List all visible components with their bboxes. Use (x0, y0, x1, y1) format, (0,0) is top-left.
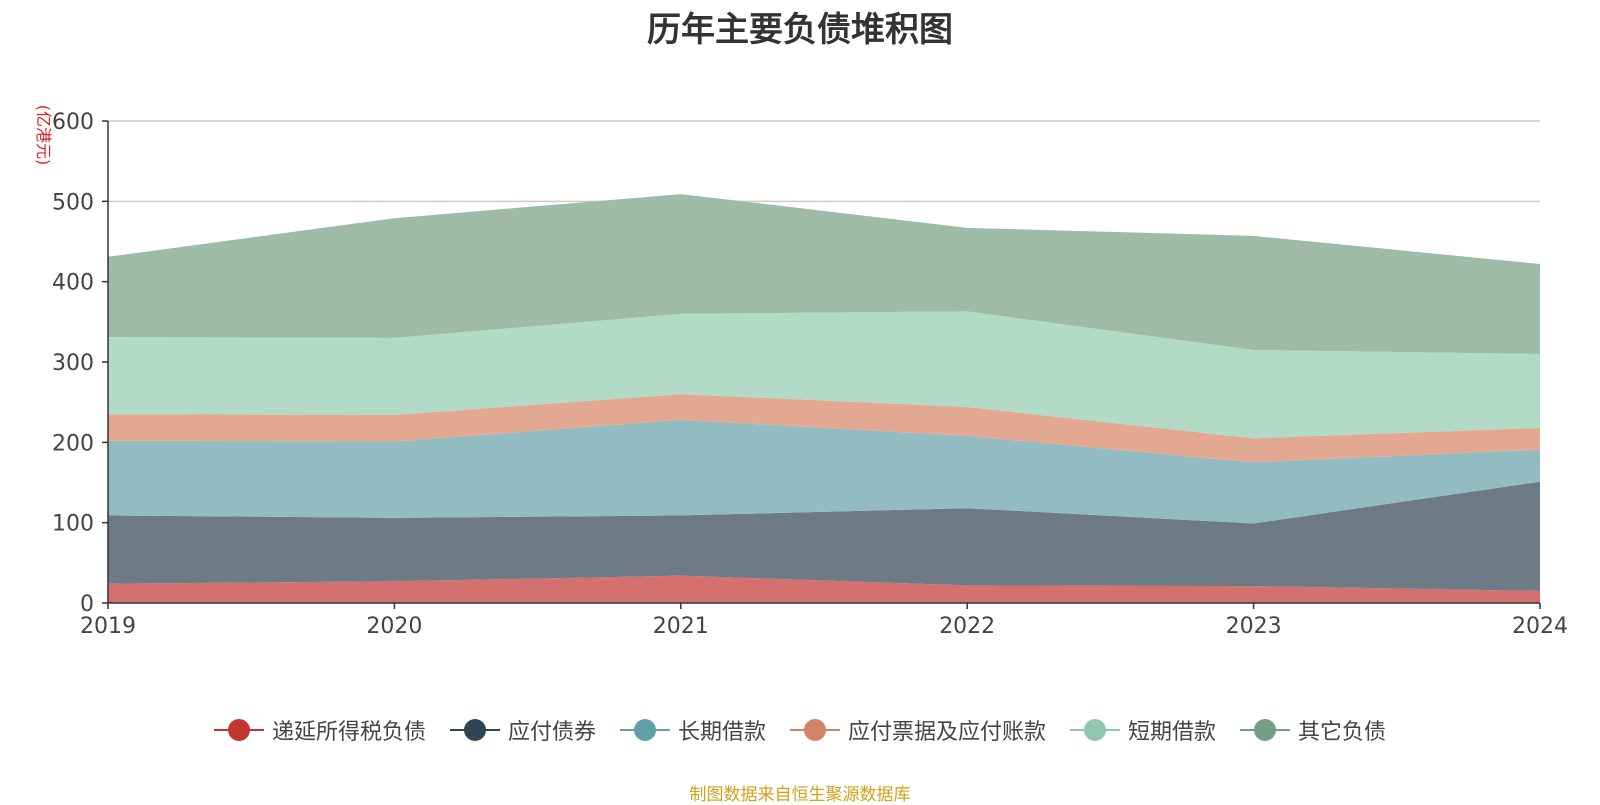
data-point-s5-2022[interactable]: 其它负债 2022: 104 (964, 225, 970, 231)
legend-item-4[interactable]: 短期借款 (1070, 714, 1216, 746)
legend-item-3[interactable]: 应付票据及应付账款 (790, 714, 1046, 746)
y-tick-label-600: 600 (52, 110, 94, 135)
legend-marker-icon (1070, 717, 1121, 743)
legend-marker-icon (790, 717, 840, 743)
x-tick-label-2023: 2023 (1226, 614, 1282, 639)
chart-title: 历年主要负债堆积图 (647, 10, 953, 50)
area-series-0[interactable] (108, 575, 1540, 603)
y-tick-label-200: 200 (52, 431, 94, 456)
chart-legend: 递延所得税负债 应付债券 长期借款 应付票据及应付账款 短期借款 其它负债 (0, 714, 1600, 746)
legend-item-0[interactable]: 递延所得税负债 (213, 714, 426, 746)
area-series-4[interactable] (108, 311, 1540, 439)
x-tick-label-2019: 2019 (80, 614, 136, 639)
data-point-s5-2023[interactable]: 其它负债 2023: 142 (1251, 233, 1257, 239)
legend-label: 长期借款 (677, 720, 766, 745)
y-axis-unit-label: (亿港元) (34, 105, 53, 166)
area-series-5[interactable] (108, 194, 1540, 354)
data-point-s5-2021[interactable]: 其它负债 2021: 149 (678, 191, 684, 197)
x-tick-label-2024: 2024 (1512, 614, 1568, 639)
stacked-areas: 递延所得税负债 2019: 24递延所得税负债 2020: 27递延所得税负债 … (108, 191, 1543, 603)
source-note: 制图数据来自恒生聚源数据库 (689, 785, 911, 805)
data-point-s5-2024[interactable]: 其它负债 2024: 112 (1537, 261, 1543, 267)
legend-marker-icon (1240, 717, 1291, 743)
y-tick-label-500: 500 (52, 190, 94, 215)
legend-item-2[interactable]: 长期借款 (619, 714, 766, 746)
data-point-s5-2020[interactable]: 其它负债 2020: 149 (391, 215, 397, 221)
legend-label: 递延所得税负债 (271, 720, 426, 745)
x-tick-label-2020: 2020 (366, 614, 422, 639)
legend-label: 应付债券 (507, 720, 596, 745)
x-tick-label-2021: 2021 (653, 614, 709, 639)
legend-marker-icon (213, 717, 264, 743)
legend-marker-icon (619, 717, 670, 743)
y-tick-label-300: 300 (52, 351, 94, 376)
area-series-3[interactable] (108, 394, 1540, 463)
y-tick-label-0: 0 (80, 592, 94, 617)
legend-item-1[interactable]: 应付债券 (449, 714, 596, 746)
x-tick-label-2022: 2022 (939, 614, 995, 639)
legend-item-5[interactable]: 其它负债 (1240, 714, 1386, 746)
y-tick-label-100: 100 (52, 512, 94, 537)
legend-marker-icon (449, 717, 500, 743)
y-tick-label-400: 400 (52, 271, 94, 296)
axes: 0 100 200 300 400 500 600 2019 2020 2021 2022 2023 2… (52, 110, 1568, 639)
area-series-2[interactable] (108, 419, 1540, 524)
legend-label: 其它负债 (1298, 720, 1387, 745)
area-series-1[interactable] (108, 481, 1540, 591)
legend-label: 应付票据及应付账款 (848, 720, 1047, 745)
legend-label: 短期借款 (1128, 720, 1217, 745)
